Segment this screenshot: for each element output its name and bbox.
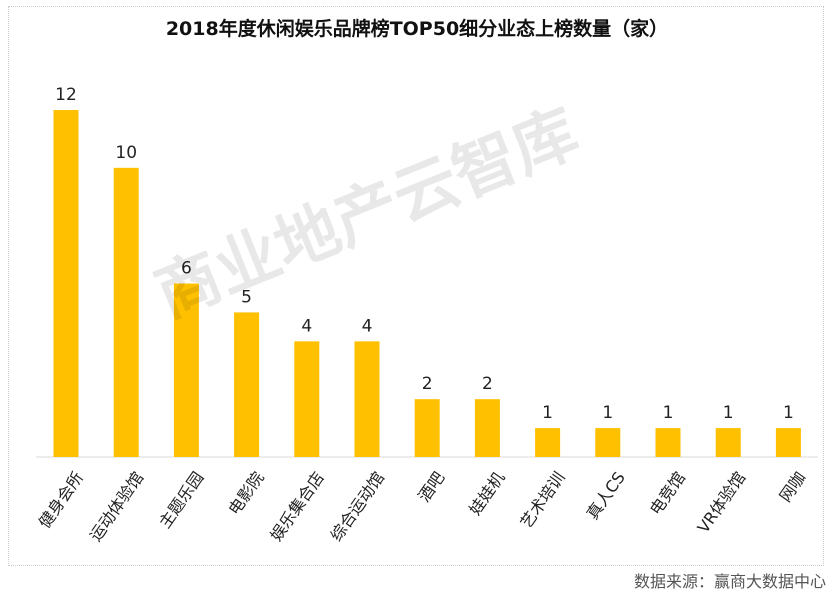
tick-label: 网咖: [776, 468, 810, 505]
data-label: 10: [115, 143, 137, 163]
bar: [535, 428, 561, 457]
chart-frame: [8, 6, 824, 566]
data-label: 2: [482, 374, 493, 394]
data-label: 4: [301, 316, 312, 336]
bar: [113, 167, 139, 458]
tick-label: 电影院: [225, 468, 268, 518]
tick-label: 电竞馆: [646, 468, 689, 518]
tick-label: 综合运动馆: [327, 468, 388, 544]
bar: [53, 110, 79, 457]
data-label: 12: [55, 85, 77, 105]
data-label: 1: [542, 403, 553, 423]
data-label: 5: [241, 287, 252, 307]
bar: [715, 428, 741, 457]
chart-title: 2018年度休闲娱乐品牌榜TOP50细分业态上榜数量（家）: [165, 18, 669, 40]
bar: [474, 399, 500, 457]
bar: [354, 341, 380, 457]
tick-label: 娱乐集合店: [266, 468, 327, 544]
bar: [655, 428, 681, 457]
bar: [414, 399, 440, 457]
tick-label: 健身会所: [35, 468, 87, 531]
data-label: 1: [602, 403, 613, 423]
tick-label: 艺术培训: [516, 468, 568, 531]
data-label: 1: [663, 403, 674, 423]
data-label: 1: [723, 403, 734, 423]
data-label: 6: [181, 259, 192, 279]
tick-label: 真人CS: [583, 468, 629, 523]
tick-label: 主题乐园: [155, 468, 207, 531]
bar: [294, 341, 320, 457]
tick-label: 运动体验馆: [86, 468, 147, 544]
bar: [173, 283, 199, 457]
tick-label: 娃娃机: [465, 468, 508, 518]
data-label: 4: [362, 316, 373, 336]
data-label: 2: [422, 374, 433, 394]
tick-label: VR体验馆: [694, 468, 750, 536]
tick-label: 酒吧: [414, 468, 448, 505]
data-label: 1: [783, 403, 794, 423]
bar: [775, 428, 801, 457]
bar: [234, 312, 260, 457]
bar: [595, 428, 621, 457]
source-note: 数据来源：赢商大数据中心: [633, 572, 826, 591]
